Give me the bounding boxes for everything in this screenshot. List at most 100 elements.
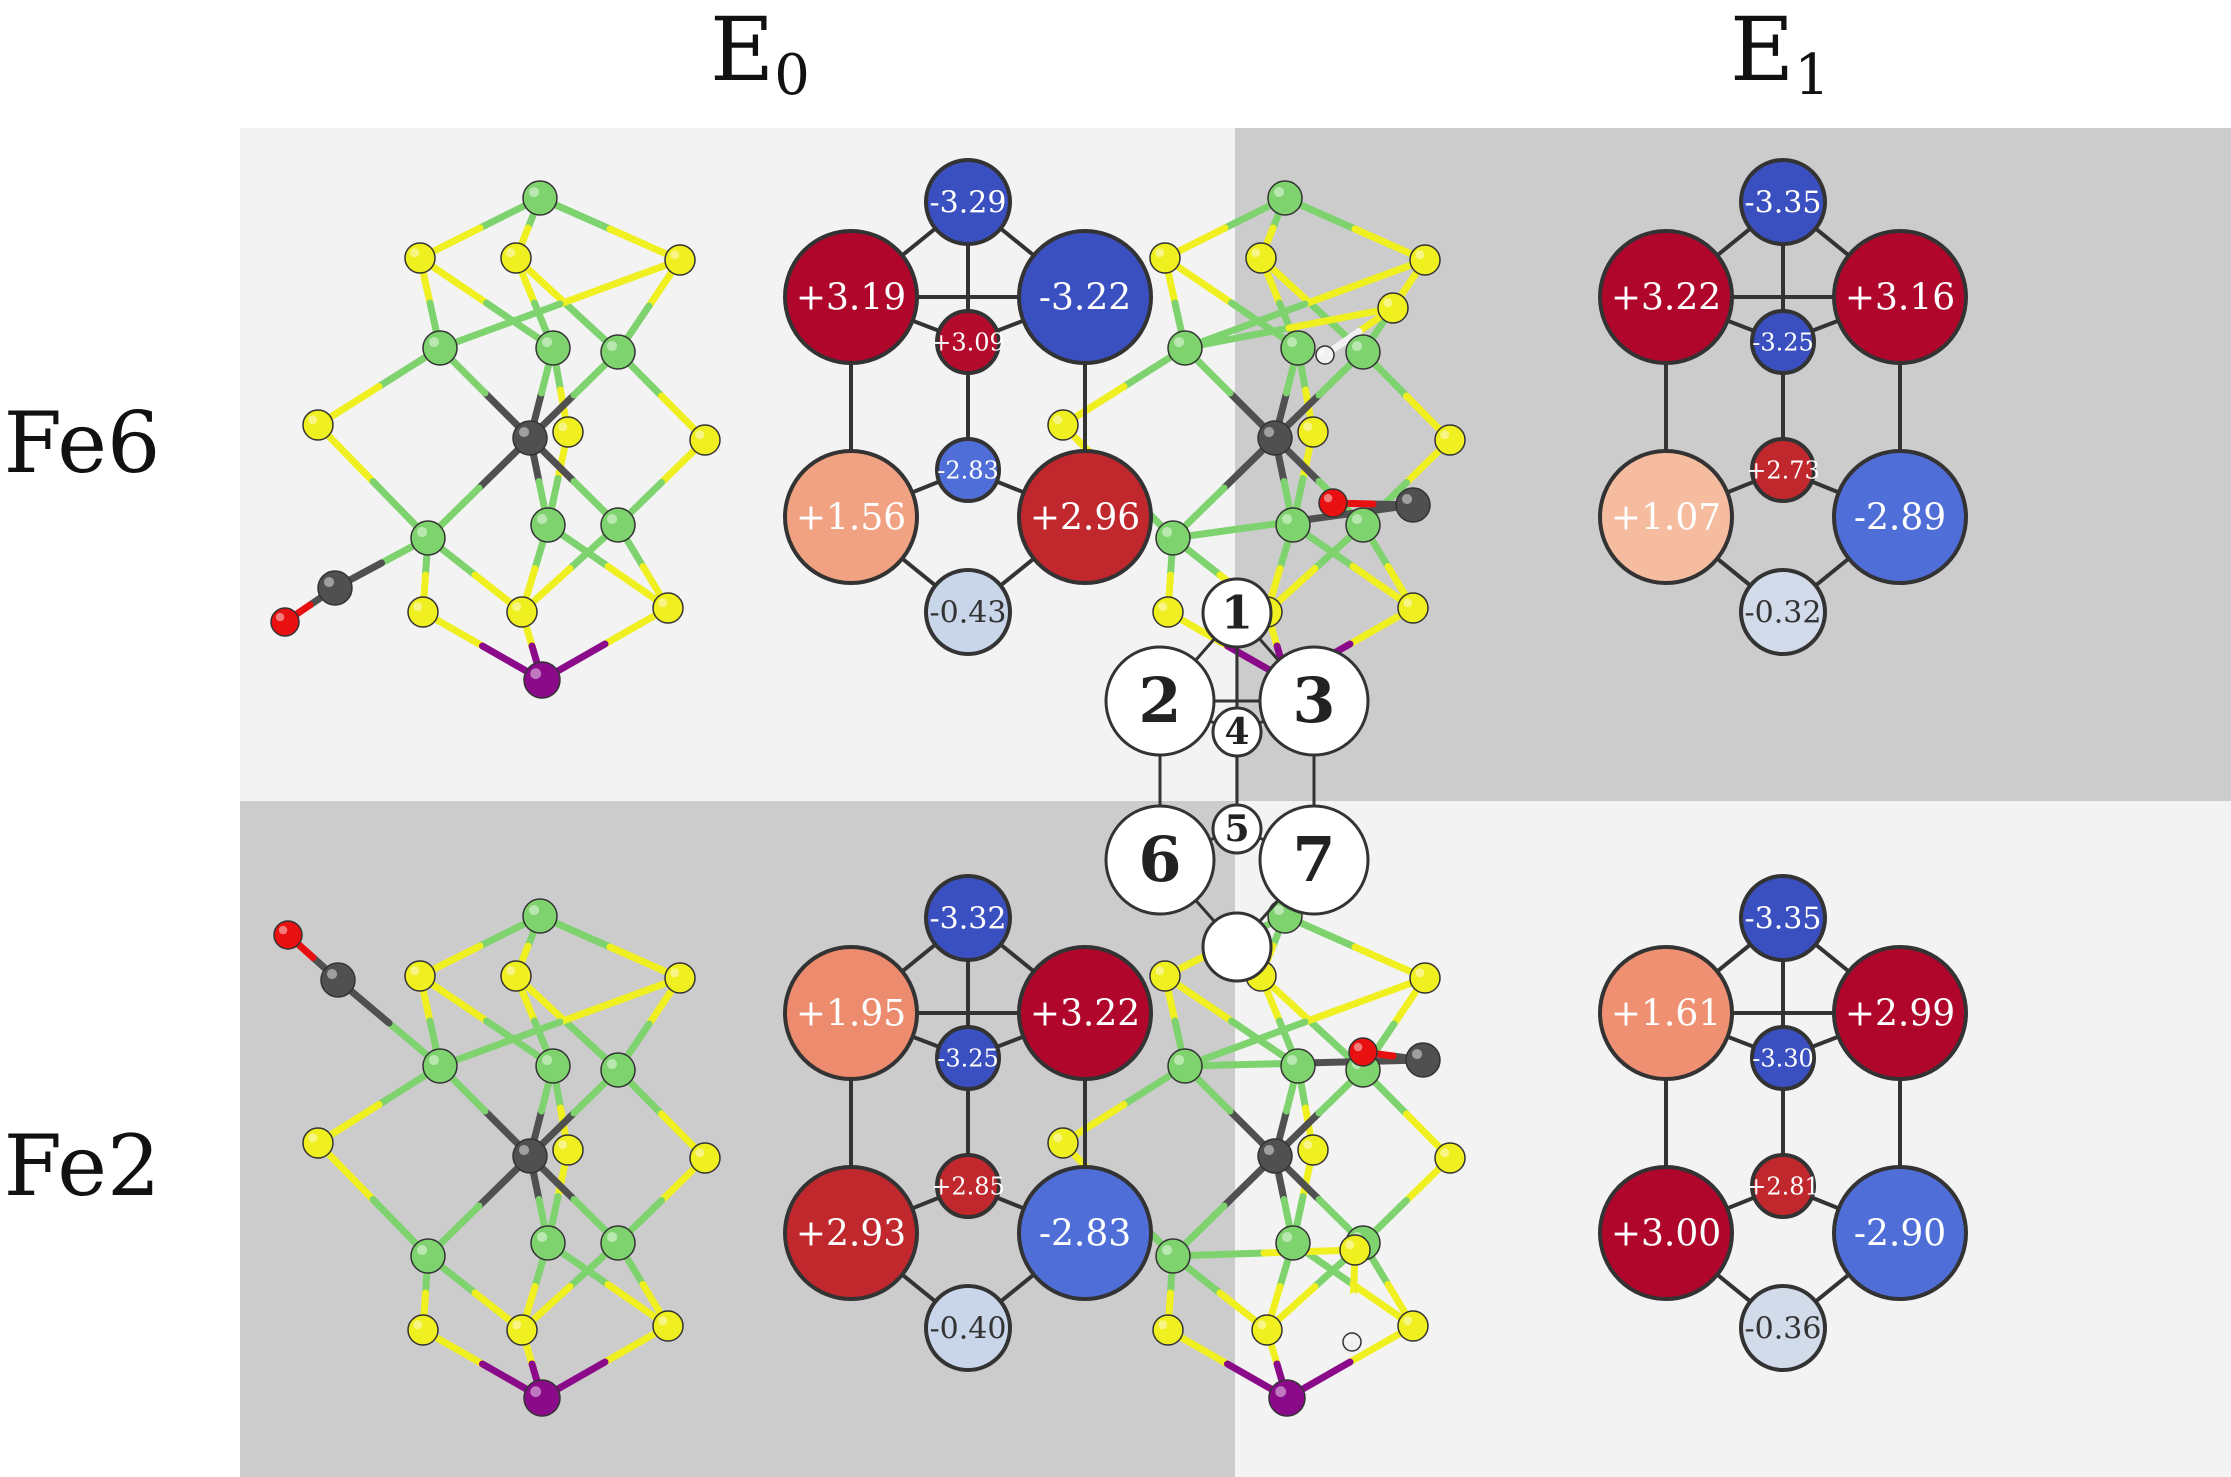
fe2-e0-site-6-circle <box>783 1165 919 1301</box>
fe6-e1-iron-atom <box>1345 507 1381 543</box>
fe6-e1-atom-highlight <box>1351 340 1363 352</box>
fe2-e1-atom-highlight <box>1158 1320 1168 1330</box>
molecule-structures <box>270 180 1466 1417</box>
fe2-e1-site-8-circle <box>1739 1284 1827 1372</box>
fe6-e1-atom-highlight <box>1158 602 1168 612</box>
fe2-e0-molecule <box>273 898 721 1417</box>
fe6-e0-atom-highlight <box>670 250 680 260</box>
fe6-e1-site-5-value: +2.73 <box>1746 456 1820 484</box>
fe6-e0-sulfur-atom <box>500 242 532 274</box>
fe2-e0-iron-atom <box>600 1052 636 1088</box>
fe2-e1-site-2-value: +1.61 <box>1611 994 1721 1035</box>
column-header-e1-sub: 1 <box>1794 43 1830 108</box>
key-site-1-circle <box>1201 577 1273 649</box>
fe6-e0-site-2-circle <box>783 229 919 365</box>
fe2-e0-spin-diagram: -3.32 +1.95 +3.22 -3.25 +2.85 +2.93 -2.83 -0.40 <box>783 874 1153 1372</box>
fe6-e0-site-8-circle <box>924 568 1012 656</box>
fe6-e0-site-4-value: +3.09 <box>931 328 1005 356</box>
fe2-e1-oxygen-atom <box>1348 1037 1378 1067</box>
fe2-e0-sulfur-atom <box>552 1134 584 1166</box>
fe2-e0-atom-highlight <box>308 1133 318 1143</box>
fe6-e0-atom-highlight <box>536 513 548 525</box>
fe2-e1-sulfur-atom <box>1409 962 1441 994</box>
fe2-e0-site-4-value: -3.25 <box>937 1044 999 1072</box>
fe2-e0-iron-atom <box>522 898 558 934</box>
fe2-e0-sulfur-atom <box>506 1314 538 1346</box>
fe6-e0-atom-highlight <box>541 336 553 348</box>
fe2-e1-atom-highlight <box>1273 904 1285 916</box>
key-site-5-circle <box>1211 803 1263 855</box>
fe2-e0-oxygen-atom <box>273 920 303 950</box>
fe2-e1-atom-highlight <box>1155 966 1165 976</box>
key-site-2-label: 2 <box>1138 664 1181 737</box>
column-header-e1-base: E <box>1730 0 1794 101</box>
fe6-e0-atom-highlight <box>275 612 285 622</box>
fe2-e0-atom-highlight <box>530 1386 542 1398</box>
fe2-e0-atom-highlight <box>518 1144 530 1156</box>
fe2-e0-site-3-circle <box>1017 945 1153 1081</box>
panel-fe2-e1-background <box>1235 801 2231 1477</box>
fe6-e1-sulfur-atom <box>1152 596 1184 628</box>
fe6-e1-carbide-atom <box>1257 420 1293 456</box>
fe6-e0-carbide-atom <box>317 570 353 606</box>
fe6-e1-hydrogen-atom <box>1315 345 1335 365</box>
fe6-e1-atom-highlight <box>1403 598 1413 608</box>
fe6-e1-iron-atom <box>1280 330 1316 366</box>
fe2-e1-site-7-value: -2.90 <box>1854 1214 1946 1255</box>
fe6-e0-iron-atom <box>535 330 571 366</box>
fe6-e1-atom-highlight <box>1161 526 1173 538</box>
key-site-8-circle <box>1201 911 1273 983</box>
fe6-e1-atom-highlight <box>1303 422 1313 432</box>
fe2-e0-atom-highlight <box>695 1148 705 1158</box>
fe2-e0-sulfur-atom <box>500 960 532 992</box>
fe6-e1-bond <box>1285 304 1397 332</box>
fe6-e0-iron-atom <box>422 330 458 366</box>
fe6-e1-sulfur-atom <box>1245 242 1277 274</box>
fe6-e0-atom-highlight <box>606 340 618 352</box>
site-numbering-key: 12 3 4 5 6 7 <box>1104 577 1370 983</box>
fe6-e1-bond <box>1169 518 1297 542</box>
fe2-e0-atom-highlight <box>558 1140 568 1150</box>
fe6-e1-sulfur-atom <box>1047 409 1079 441</box>
key-site-5-label: 5 <box>1224 808 1249 850</box>
fe2-e0-site-2-circle <box>783 945 919 1081</box>
fe2-e1-atom-highlight <box>1257 1320 1267 1330</box>
fe6-e0-site-6-value: +1.56 <box>796 498 906 539</box>
fe6-e0-molecule <box>270 180 721 699</box>
fe2-e1-site-5-value: +2.81 <box>1746 1172 1820 1200</box>
fe2-e0-atom-highlight <box>413 1320 423 1330</box>
fe6-e1-sulfur-atom <box>1434 424 1466 456</box>
fe6-e0-bond <box>556 256 684 308</box>
fe6-e0-atom-highlight <box>518 426 530 438</box>
fe6-e0-site-3-value: -3.22 <box>1039 278 1131 319</box>
row-header-fe2: Fe2 <box>4 1117 161 1215</box>
fe2-e1-hydrogen-atom <box>1342 1332 1362 1352</box>
fe6-e1-sulfur-atom <box>1377 292 1409 324</box>
fe6-e0-carbide-atom <box>512 420 548 456</box>
fe2-e0-iron-atom <box>422 1048 458 1084</box>
fe2-e0-atom-highlight <box>416 1244 428 1256</box>
fe6-e0-site-8-value: -0.43 <box>930 596 1007 631</box>
fe6-e0-iron-atom <box>522 180 558 216</box>
fe6-e0-site-7-value: +2.96 <box>1030 498 1140 539</box>
fe6-e0-sulfur-atom <box>652 592 684 624</box>
fe2-e1-site-3-value: +2.99 <box>1845 994 1955 1035</box>
fe2-e1-sulfur-atom <box>1397 1310 1429 1342</box>
fe2-e0-site-8-circle <box>924 1284 1012 1372</box>
fe2-e0-iron-atom <box>410 1238 446 1274</box>
fe6-e0-oxygen-atom <box>270 607 300 637</box>
fe2-e0-site-7-circle <box>1017 1165 1153 1301</box>
fe2-e1-sulfur-atom <box>1251 1314 1283 1346</box>
key-site-4-circle <box>1211 706 1263 758</box>
fe6-e0-site-4-circle <box>935 309 1001 375</box>
fe6-e1-sulfur-atom <box>1409 244 1441 276</box>
fe6-e0-atom-highlight <box>558 422 568 432</box>
fe6-e0-iron-atom <box>600 507 636 543</box>
row-header-fe6: Fe6 <box>4 394 161 492</box>
fe2-e0-site-2-value: +1.95 <box>796 994 906 1035</box>
fe6-e1-site-8-value: -0.32 <box>1745 596 1822 631</box>
fe2-e0-sulfur-atom <box>407 1314 439 1346</box>
fe2-e1-molecule <box>1047 898 1466 1417</box>
fe6-e1-site-7-circle <box>1832 449 1968 585</box>
fe6-e1-sulfur-atom <box>1297 416 1329 448</box>
